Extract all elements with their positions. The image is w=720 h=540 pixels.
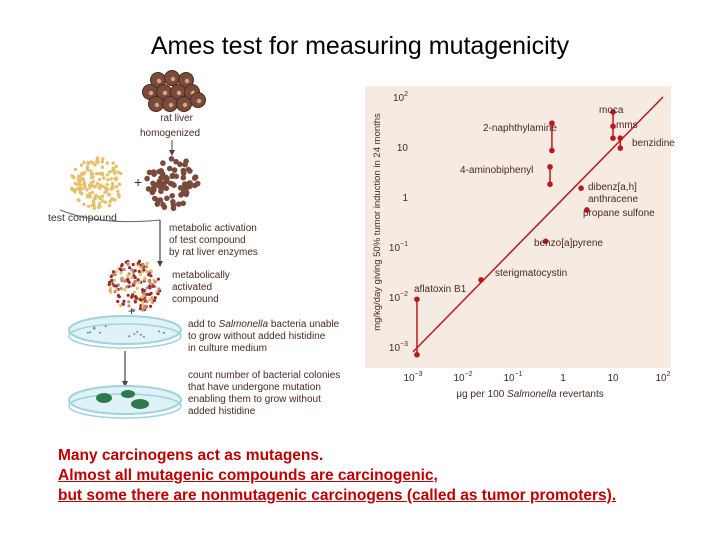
point-4-aminobiphenyl-low (547, 181, 553, 188)
label-benzidine: benzidine (632, 138, 675, 149)
rat-liver-label-line2: homogenized (140, 128, 200, 139)
x-tick-label: 10−2 (453, 371, 472, 384)
notes-block: Many carcinogens act as mutagens. Almost… (58, 446, 616, 506)
point-moca-low (610, 135, 616, 141)
count-label-line4: added histidine (188, 406, 256, 417)
point-2-naphthylamine-high (549, 120, 555, 126)
x-tick-label: 1 (560, 373, 566, 384)
salmonella-label: add to Salmonella bacteria unable to gro… (188, 319, 342, 354)
bacterial-colonies (96, 390, 149, 409)
point-benzidine-high (617, 135, 624, 141)
label-moca: moca (599, 105, 624, 116)
test-compound-illustration (70, 156, 123, 210)
petri-dish-1 (68, 315, 182, 349)
salmonella-label-line3: in culture medium (188, 343, 267, 354)
point-propane-sulfone (584, 207, 590, 213)
x-tick-label: 10−1 (503, 371, 522, 384)
y-tick-label: 102 (393, 91, 408, 104)
x-tick-label: 10 (607, 373, 619, 384)
chart-ylabel: mg/kg/day giving 50% tumor induction in … (372, 113, 383, 331)
homogenized-liver-illustration (144, 156, 201, 212)
note-line-2: Almost all mutagenic compounds are carci… (58, 467, 438, 484)
label-mms: mms (616, 120, 638, 131)
salmonella-label-line1: add to Salmonella bacteria unable (188, 319, 340, 330)
chart-points (414, 109, 624, 358)
point-benzidine-low (617, 145, 624, 151)
point-labels: moca mms benzidine 2-naphthylamine 4-ami… (414, 105, 675, 295)
point-benzo-a-pyrene (542, 238, 549, 245)
arrow-head-icon (122, 381, 128, 387)
label-dibenz-anthracene-2: anthracene (588, 194, 638, 205)
point-2-naphthylamine-low (549, 147, 555, 154)
activation-label: metabolic activation of test compound by… (169, 223, 260, 258)
plus-sign: + (128, 304, 135, 318)
x-tick-label: 10−3 (403, 371, 422, 384)
label-4-aminobiphenyl: 4-aminobiphenyl (460, 165, 533, 176)
ames-figure: rat liver homogenized + test compound me… (48, 70, 675, 419)
rat-liver-illustration (142, 70, 206, 112)
rat-liver-label-line1: rat liver (160, 113, 193, 124)
note-line-3: but some there are nonmutagenic carcinog… (58, 487, 617, 504)
x-tick-label: 102 (655, 371, 670, 384)
plus-sign: + (134, 174, 142, 190)
label-propane-sulfone: propane sulfone (583, 208, 655, 219)
connector-line (59, 209, 161, 223)
mutagenicity-chart: mg/kg/day giving 50% tumor induction in … (365, 86, 675, 400)
label-2-naphthylamine: 2-naphthylamine (483, 123, 557, 134)
activation-label-line3: by rat liver enzymes (169, 247, 258, 258)
chart-background (365, 86, 671, 368)
count-label-line2: that have undergone mutation (188, 382, 321, 393)
count-label-line1: count number of bacterial colonies (188, 370, 340, 381)
y-tick-labels: 102 10 1 10−1 10−2 10−3 (389, 91, 409, 354)
activation-label-line2: of test compound (169, 235, 246, 246)
petri-dish-2 (68, 385, 182, 419)
rat-liver-label: rat liver homogenized (140, 113, 200, 139)
point-sterigmatocystin (478, 277, 484, 283)
activated-compound-illustration (107, 259, 162, 312)
test-compound-label: test compound (48, 212, 117, 224)
point-aflatoxin-b1-high (414, 296, 420, 303)
arrow-head-icon (157, 261, 163, 267)
y-tick-label: 10 (397, 143, 409, 154)
arrow-head-icon (169, 150, 175, 156)
activation-label-line1: metabolic activation (169, 223, 257, 234)
activated-label-line2: activated (172, 282, 212, 293)
y-tick-label: 10−1 (389, 241, 408, 254)
x-tick-labels: 10−3 10−2 10−1 1 10 102 (403, 371, 670, 384)
label-sterigmatocystin: sterigmatocystin (495, 268, 567, 279)
y-tick-label: 10−3 (389, 341, 408, 354)
activated-label: metabolically activated compound (172, 270, 233, 305)
chart-xlabel: μg per 100 Salmonella revertants (456, 389, 604, 400)
point-dibenz-a-h-anthracene (578, 185, 584, 191)
salmonella-label-line2: to grow without added histidine (188, 331, 326, 342)
process-panel: rat liver homogenized + test compound me… (48, 70, 343, 419)
label-dibenz-anthracene-1: dibenz[a,h] (588, 182, 637, 193)
note-line-1: Many carcinogens act as mutagens. (58, 447, 324, 464)
label-aflatoxin-b1: aflatoxin B1 (414, 284, 467, 295)
activated-label-line3: compound (172, 294, 219, 305)
point-mms (610, 123, 616, 130)
count-label-line3: enabling them to grow without (188, 394, 321, 405)
label-benzo-a-pyrene: benzo[a]pyrene (534, 238, 603, 249)
point-aflatoxin-b1-low (414, 351, 420, 358)
y-tick-label: 1 (402, 193, 408, 204)
point-4-aminobiphenyl-high (547, 164, 553, 170)
page-title: Ames test for measuring mutagenicity (150, 32, 570, 60)
activated-label-line1: metabolically (172, 270, 230, 281)
point-moca-high (610, 109, 616, 115)
y-tick-label: 10−2 (389, 291, 408, 304)
count-label: count number of bacterial colonies that … (188, 370, 343, 417)
